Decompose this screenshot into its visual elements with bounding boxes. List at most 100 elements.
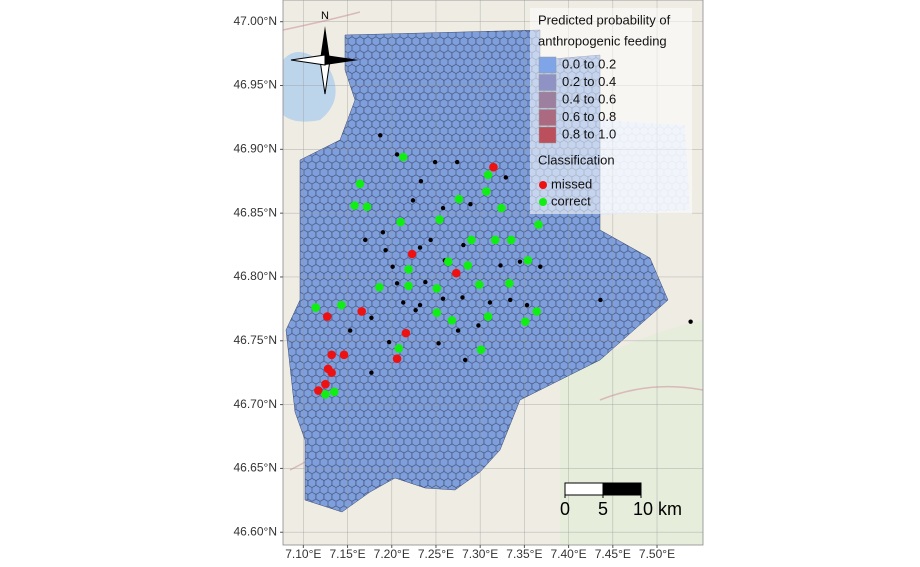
legend-swatch bbox=[538, 91, 557, 109]
observation-dot bbox=[410, 198, 416, 203]
point bbox=[489, 162, 498, 172]
point bbox=[321, 390, 330, 399]
point bbox=[407, 249, 417, 259]
legend-label: correct bbox=[551, 193, 591, 208]
observation-dot bbox=[432, 159, 438, 165]
point bbox=[506, 235, 516, 245]
y-tick-label: 46.85°N bbox=[234, 205, 278, 219]
observation-dot bbox=[503, 175, 509, 180]
point bbox=[355, 179, 365, 189]
observation-dot bbox=[418, 179, 424, 184]
legend-title: anthropogenic feeding bbox=[538, 33, 667, 48]
observation-dot bbox=[476, 323, 481, 328]
point bbox=[396, 217, 405, 227]
point bbox=[314, 386, 323, 395]
point bbox=[523, 256, 533, 265]
observation-dot bbox=[436, 341, 441, 346]
point bbox=[350, 201, 359, 210]
point bbox=[322, 312, 332, 321]
observation-dot bbox=[440, 205, 446, 211]
observation-dot bbox=[369, 315, 374, 321]
point bbox=[505, 279, 514, 288]
point bbox=[432, 308, 442, 318]
point bbox=[483, 170, 493, 180]
y-tick-label: 46.70°N bbox=[234, 397, 278, 411]
observation-dot bbox=[468, 202, 473, 207]
observation-dot bbox=[363, 237, 368, 243]
observation-dot bbox=[417, 245, 423, 250]
observation-dot bbox=[390, 264, 395, 269]
observation-dot bbox=[440, 296, 446, 301]
observation-dot bbox=[417, 302, 423, 308]
x-tick-label: 7.20°E bbox=[374, 547, 410, 561]
y-tick-label: 46.75°N bbox=[234, 333, 278, 347]
point bbox=[394, 344, 404, 353]
point bbox=[327, 350, 336, 360]
x-tick-label: 7.10°E bbox=[285, 547, 321, 561]
observation-dot bbox=[369, 370, 374, 375]
x-tick-label: 7.35°E bbox=[506, 547, 542, 561]
observation-dot bbox=[455, 328, 461, 333]
legend-box bbox=[530, 8, 692, 214]
observation-dot bbox=[454, 159, 460, 165]
point bbox=[474, 280, 484, 289]
point bbox=[482, 187, 491, 196]
point bbox=[447, 316, 457, 325]
scale-label: 5 bbox=[598, 499, 608, 519]
legend-swatch bbox=[538, 74, 557, 91]
point bbox=[454, 194, 464, 204]
scale-bar: 0 5 10 km bbox=[560, 482, 682, 519]
x-tick-label: 7.15°E bbox=[329, 547, 365, 561]
point bbox=[327, 368, 336, 377]
point bbox=[497, 203, 506, 213]
legend-swatch bbox=[538, 56, 557, 74]
point bbox=[362, 202, 372, 212]
point bbox=[452, 268, 461, 278]
y-tick-label: 46.60°N bbox=[234, 524, 278, 538]
x-tick-label: 7.40°E bbox=[551, 547, 587, 561]
legend-label: 0.2 to 0.4 bbox=[562, 74, 616, 89]
point bbox=[435, 215, 444, 224]
point bbox=[401, 328, 411, 338]
observation-dot bbox=[508, 297, 513, 303]
observation-dot bbox=[348, 328, 353, 333]
observation-dot bbox=[524, 302, 530, 308]
point bbox=[490, 235, 500, 245]
y-tick-label: 46.90°N bbox=[234, 142, 278, 156]
observation-dot bbox=[378, 133, 383, 138]
observation-dot bbox=[538, 264, 543, 269]
point bbox=[467, 235, 476, 245]
y-tick-label: 47.00°N bbox=[234, 14, 278, 28]
observation-dot bbox=[461, 242, 466, 248]
scale-segment bbox=[564, 482, 604, 496]
observation-dot bbox=[460, 295, 465, 300]
point bbox=[321, 379, 330, 389]
legend-marker bbox=[539, 198, 547, 206]
legend-swatch bbox=[538, 126, 557, 144]
point bbox=[375, 282, 384, 292]
point bbox=[311, 303, 321, 312]
points bbox=[311, 133, 693, 399]
observation-dot bbox=[386, 339, 392, 345]
legend: Predicted probability of anthropogenic fe… bbox=[538, 12, 671, 208]
point bbox=[476, 345, 486, 355]
point bbox=[398, 152, 408, 162]
legend-title: Classification bbox=[538, 152, 615, 167]
observation-dot bbox=[517, 259, 523, 264]
observation-dot bbox=[401, 300, 406, 305]
north-arrow: N bbox=[290, 10, 359, 95]
scale-label: 10 km bbox=[633, 499, 682, 519]
observation-dot bbox=[498, 263, 503, 268]
observation-dot bbox=[428, 237, 433, 243]
x-tick-label: 7.50°E bbox=[639, 547, 675, 561]
point bbox=[534, 220, 543, 229]
y-tick-label: 46.80°N bbox=[234, 269, 278, 283]
point bbox=[339, 350, 349, 360]
legend-marker bbox=[539, 181, 547, 189]
observation-dot bbox=[383, 247, 388, 253]
north-label: N bbox=[321, 10, 329, 22]
observation-dot bbox=[462, 357, 468, 363]
point bbox=[337, 300, 346, 310]
scale-label: 0 bbox=[560, 499, 570, 519]
